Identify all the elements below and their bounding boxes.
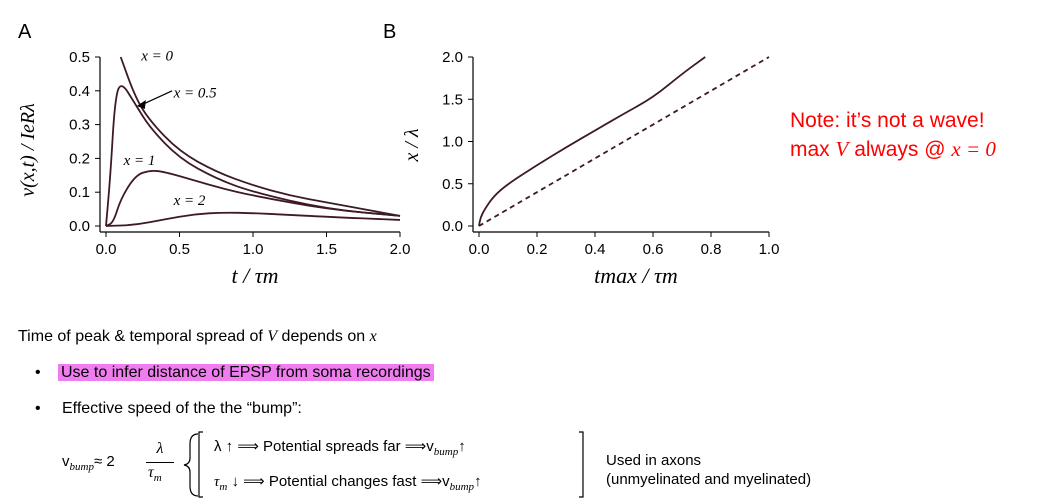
eq-row2-sub: bump bbox=[449, 481, 475, 493]
x-tick-label: 1.0 bbox=[243, 241, 264, 258]
x-tick-label: 0.0 bbox=[96, 241, 117, 258]
y-axis-label: x / λ bbox=[401, 128, 423, 162]
line1-text-b: depends on bbox=[277, 328, 370, 345]
x-axis-label: t / τm bbox=[232, 263, 279, 288]
eq-side-2: (unmyelinated and myelinated) bbox=[606, 471, 812, 488]
eq-row-2: τm ↓ ⟹ Potential changes fast ⟹vbump↑ bbox=[214, 472, 482, 493]
y-tick-label: 0.0 bbox=[442, 218, 463, 235]
eq-row1-sub: bump bbox=[433, 446, 459, 458]
eq-tau: τ bbox=[148, 464, 154, 481]
annotation-label: x = 1 bbox=[123, 153, 156, 169]
equation-lhs: vbump≈ 2 bbox=[62, 453, 115, 473]
eq-v: v bbox=[62, 453, 70, 470]
eq-row1-arrow: ↑ bbox=[458, 438, 466, 455]
eq-tau-sub: m bbox=[153, 472, 162, 484]
annotation-arrow-line bbox=[142, 90, 173, 105]
eq-row2-tau: τ bbox=[214, 474, 220, 490]
series-line-1 bbox=[119, 56, 401, 217]
line1-v: V bbox=[267, 328, 278, 345]
annotation-label: x = 2 bbox=[173, 193, 206, 209]
line1-text-a: Time of peak & temporal spread of bbox=[18, 328, 268, 345]
highlighted-text: Use to infer distance of EPSP from soma … bbox=[58, 364, 434, 381]
bullet-marker-1: • bbox=[35, 364, 41, 381]
line1-x: x bbox=[369, 328, 377, 345]
x-tick-label: 0.2 bbox=[527, 241, 548, 258]
x-tick-label: 1.0 bbox=[759, 241, 780, 258]
note-max: max bbox=[790, 138, 830, 161]
series-line-1 bbox=[478, 56, 706, 227]
body-line-1: Time of peak & temporal spread of V depe… bbox=[18, 328, 377, 346]
x-tick-label: 2.0 bbox=[390, 241, 411, 258]
eq-row2-tau-sub: m bbox=[219, 481, 228, 493]
y-tick-label: 0.5 bbox=[69, 49, 90, 66]
annotation-label: x = 0 bbox=[140, 48, 173, 64]
y-tick-label: 0.4 bbox=[69, 83, 90, 100]
y-tick-label: 0.2 bbox=[69, 150, 90, 167]
x-tick-label: 0.5 bbox=[169, 241, 190, 258]
x-tick-label: 0.8 bbox=[701, 241, 722, 258]
y-tick-label: 2.0 bbox=[442, 49, 463, 66]
series-line-3 bbox=[105, 169, 401, 227]
panel-label-b: B bbox=[383, 21, 396, 43]
note-line-1: Note: it’s not a wave! bbox=[790, 109, 985, 132]
x-axis-label: tmax / τm bbox=[594, 263, 678, 288]
chart-a: 0.0 0.5 1.0 1.5 2.0 0.0 0.1 0.2 0.3 0.4 0.5 t / τm v… bbox=[17, 48, 410, 288]
y-tick-label: 0.3 bbox=[69, 117, 90, 134]
note-line-2: max V always @ x = 0 bbox=[790, 135, 996, 164]
chart-b: 0.0 0.2 0.4 0.6 0.8 1.0 0.0 0.5 1.0 1.5 2.0 tmax / … bbox=[401, 49, 779, 288]
bullet-marker-2: • bbox=[35, 400, 41, 417]
y-axis-label: v(x,t) / IeRλ bbox=[17, 103, 39, 197]
x-tick-label: 0.6 bbox=[643, 241, 664, 258]
y-tick-label: 1.0 bbox=[442, 134, 463, 151]
y-tick-label: 0.1 bbox=[69, 184, 90, 201]
eq-row1-text: λ ↑ ⟹ Potential spreads far ⟹v bbox=[214, 438, 434, 455]
annotation-label: x = 0.5 bbox=[173, 86, 218, 102]
series-line-2 bbox=[478, 56, 770, 227]
y-tick-label: 0.5 bbox=[442, 176, 463, 193]
eq-frac-den: τm bbox=[148, 464, 162, 484]
series-line-2 bbox=[105, 85, 401, 227]
note-x0: x = 0 bbox=[951, 137, 996, 161]
eq-approx: ≈ 2 bbox=[93, 453, 115, 470]
bullet-item-1: Use to infer distance of EPSP from soma … bbox=[58, 364, 434, 382]
x-tick-label: 0.4 bbox=[585, 241, 606, 258]
eq-row2-text: ↓ ⟹ Potential changes fast ⟹v bbox=[227, 473, 450, 490]
y-tick-label: 1.5 bbox=[442, 91, 463, 108]
eq-frac-num: λ bbox=[156, 440, 164, 457]
note-box: Note: it’s not a wave! max V always @ x … bbox=[790, 106, 996, 164]
note-v: V bbox=[835, 137, 849, 161]
x-tick-label: 1.5 bbox=[316, 241, 337, 258]
eq-row2-arrow: ↑ bbox=[474, 473, 482, 490]
panel-label-a: A bbox=[18, 21, 32, 43]
y-tick-label: 0.0 bbox=[69, 218, 90, 235]
bullet-item-2: Effective speed of the the “bump”: bbox=[62, 400, 302, 417]
eq-row-1: λ ↑ ⟹ Potential spreads far ⟹vbump↑ bbox=[214, 437, 466, 458]
eq-frac-bar bbox=[146, 462, 174, 463]
annotation-arrow-head bbox=[136, 100, 146, 110]
eq-v-sub: bump bbox=[69, 461, 94, 473]
x-tick-label: 0.0 bbox=[469, 241, 490, 258]
note-always: always @ bbox=[854, 138, 946, 161]
eq-side-1: Used in axons bbox=[606, 452, 702, 469]
series-line-4 bbox=[105, 211, 401, 227]
